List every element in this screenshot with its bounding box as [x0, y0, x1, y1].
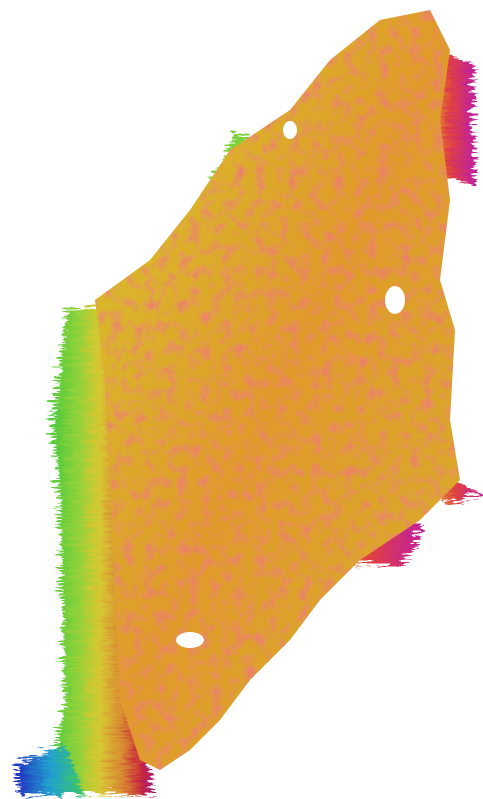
surface-render: [0, 0, 483, 799]
page: [0, 0, 483, 799]
